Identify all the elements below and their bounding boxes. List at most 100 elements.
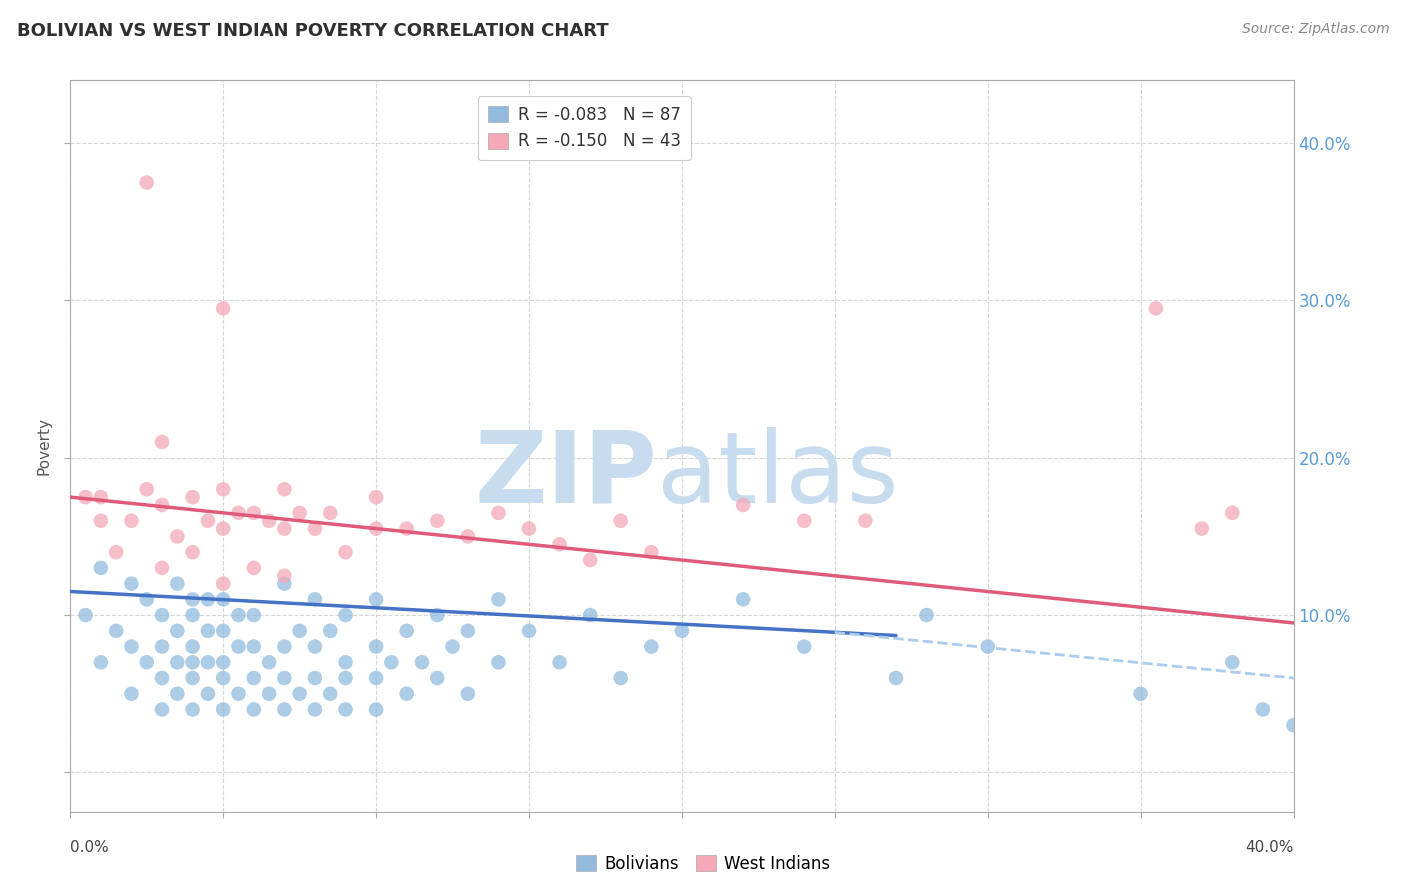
Point [1222,655,1244,669]
Point [288,687,311,701]
Point [640,545,662,559]
Point [457,624,479,638]
Point [212,655,235,669]
Point [273,671,295,685]
Point [181,671,204,685]
Point [197,624,219,638]
Point [366,490,388,504]
Point [304,640,326,654]
Point [135,176,157,190]
Point [610,671,633,685]
Point [135,482,157,496]
Point [212,482,235,496]
Point [90,490,112,504]
Point [212,624,235,638]
Legend: Bolivians, West Indians: Bolivians, West Indians [569,848,837,880]
Point [75,608,97,623]
Point [228,640,250,654]
Point [426,514,449,528]
Point [105,624,128,638]
Point [166,624,188,638]
Point [166,576,188,591]
Point [319,624,342,638]
Point [1191,522,1213,536]
Point [579,608,602,623]
Point [212,522,235,536]
Point [733,592,755,607]
Text: 0.0%: 0.0% [70,840,110,855]
Point [212,592,235,607]
Point [304,702,326,716]
Point [335,608,357,623]
Text: 40.0%: 40.0% [1246,840,1294,855]
Point [90,514,112,528]
Point [488,655,510,669]
Point [121,514,143,528]
Point [150,608,173,623]
Text: atlas: atlas [658,426,898,524]
Point [243,561,266,575]
Point [257,655,280,669]
Point [733,498,755,512]
Point [228,506,250,520]
Point [166,529,188,543]
Y-axis label: Poverty: Poverty [37,417,52,475]
Point [426,608,449,623]
Point [426,671,449,685]
Point [1144,301,1167,316]
Point [197,592,219,607]
Point [135,592,157,607]
Point [181,490,204,504]
Point [121,687,143,701]
Point [366,671,388,685]
Point [548,537,571,551]
Point [150,671,173,685]
Point [610,514,633,528]
Text: Source: ZipAtlas.com: Source: ZipAtlas.com [1241,22,1389,37]
Point [793,640,815,654]
Point [517,624,540,638]
Point [884,671,907,685]
Point [121,640,143,654]
Point [288,506,311,520]
Point [273,702,295,716]
Point [319,506,342,520]
Point [212,702,235,716]
Point [1251,702,1274,716]
Point [135,655,157,669]
Point [257,514,280,528]
Point [150,498,173,512]
Point [243,702,266,716]
Point [915,608,938,623]
Point [181,608,204,623]
Point [335,671,357,685]
Point [273,482,295,496]
Point [75,490,97,504]
Point [243,671,266,685]
Point [335,545,357,559]
Point [90,655,112,669]
Point [793,514,815,528]
Point [977,640,1000,654]
Point [166,655,188,669]
Point [304,522,326,536]
Point [457,529,479,543]
Point [640,640,662,654]
Point [181,545,204,559]
Point [228,608,250,623]
Point [380,655,402,669]
Point [304,592,326,607]
Point [90,561,112,575]
Point [150,640,173,654]
Point [366,522,388,536]
Point [488,506,510,520]
Point [319,687,342,701]
Point [150,702,173,716]
Point [366,592,388,607]
Point [105,545,128,559]
Point [366,640,388,654]
Point [411,655,433,669]
Point [488,592,510,607]
Point [228,687,250,701]
Point [166,687,188,701]
